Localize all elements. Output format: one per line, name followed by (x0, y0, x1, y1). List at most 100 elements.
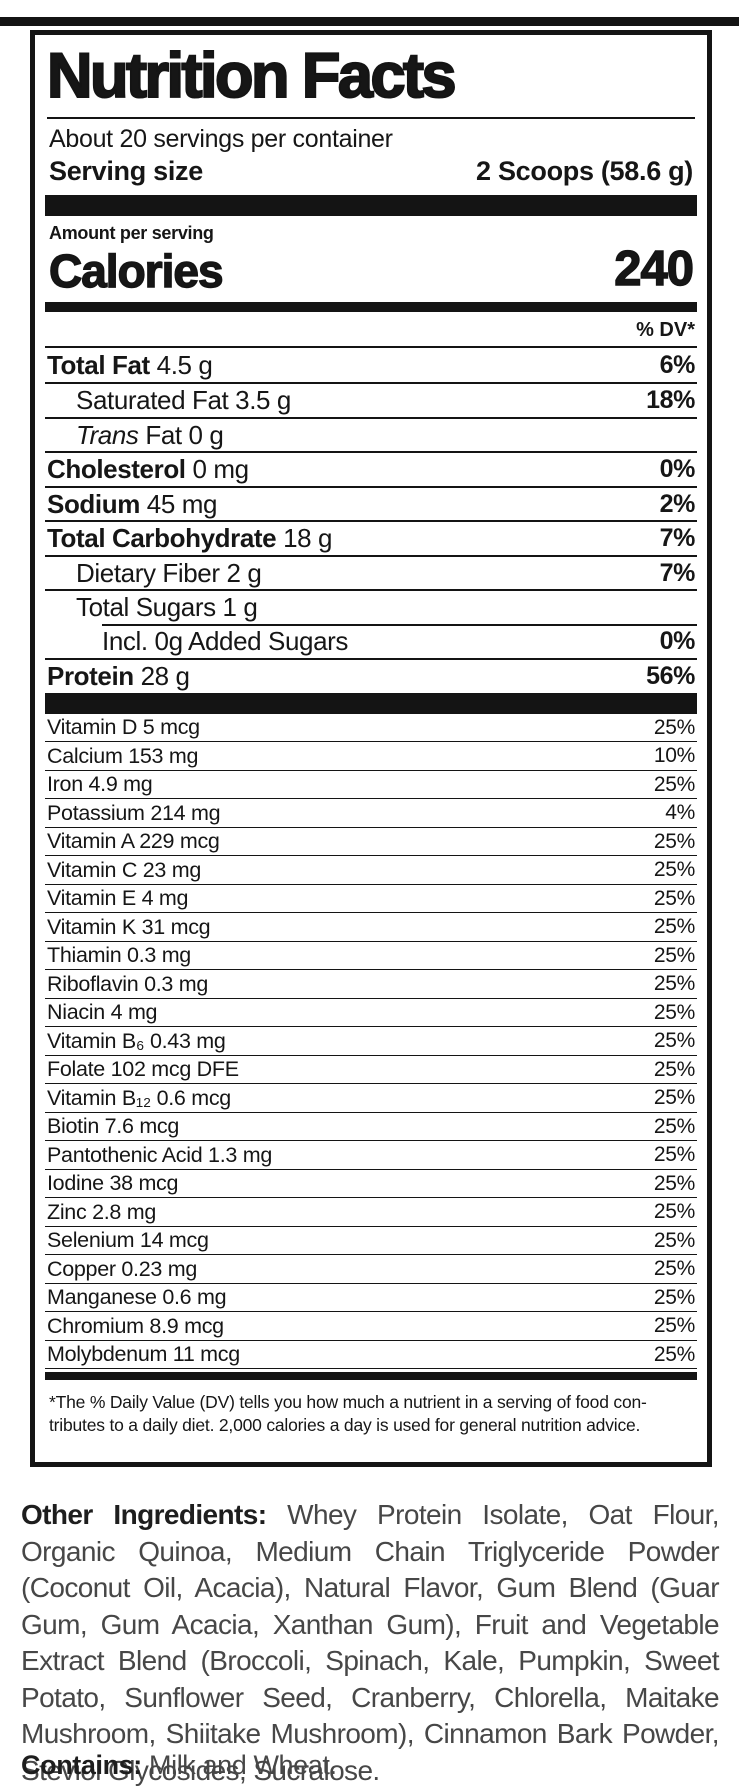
micronutrient-row: Vitamin E 4 mg 25% (45, 885, 697, 914)
micronutrient-daily-value: 25% (653, 972, 695, 996)
micronutrient-name: Copper 0.23 mg (47, 1256, 197, 1281)
nutrient-row: Saturated Fat 3.5 g 18% (45, 382, 697, 417)
nutrient-row: Dietary Fiber 2 g 7% (45, 554, 697, 590)
micronutrient-row: Vitamin K 31 mcg 25% (45, 913, 697, 942)
servings-per-container: About 20 servings per container (49, 124, 393, 153)
micronutrient-daily-value: 25% (653, 1114, 695, 1138)
micronutrient-row: Iron 4.9 mg 25% (45, 771, 697, 800)
serving-size-row: Serving size 2 Scoops (58.6 g) (45, 154, 697, 195)
title-divider (47, 116, 695, 119)
nutrient-daily-value: 0% (659, 455, 696, 484)
micronutrient-row: Niacin 4 mg 25% (45, 999, 697, 1028)
micronutrient-row: Biotin 7.6 mcg 25% (45, 1113, 697, 1142)
thick-divider (45, 1372, 697, 1381)
micronutrient-row: Molybdenum 11 mcg 25% (45, 1341, 697, 1370)
nutrient-row: Protein 28 g 56% (45, 658, 697, 693)
daily-value-header: % DV* (45, 312, 697, 348)
calories-label: Calories (48, 244, 224, 297)
micronutrient-name: Thiamin 0.3 mg (47, 943, 191, 968)
micronutrient-name: Vitamin K 31 mcg (47, 914, 211, 939)
micronutrient-daily-value: 25% (653, 1342, 695, 1366)
micronutrient-name: Iodine 38 mcg (47, 1171, 179, 1196)
micronutrient-row: Iodine 38 mcg 25% (45, 1170, 697, 1199)
calories-row: Calories 240 (45, 241, 697, 302)
micronutrient-row: Pantothenic Acid 1.3 mg 25% (45, 1141, 697, 1170)
nutrient-name: Dietary Fiber 2 g (76, 557, 262, 588)
nutrient-row: Sodium 45 mg 2% (45, 485, 697, 521)
thick-divider (45, 692, 697, 714)
nutrient-daily-value: 2% (659, 489, 696, 518)
micronutrient-row: Folate 102 mcg DFE 25% (45, 1056, 697, 1085)
serving-size-label: Serving size (49, 155, 203, 186)
other-ingredients-label: Other Ingredients: (21, 1499, 267, 1530)
nutrient-row: Trans Fat 0 g (45, 416, 697, 452)
micronutrient-name: Vitamin A 229 mcg (47, 829, 220, 854)
micronutrient-row: Vitamin B₁₂ 0.6 mcg 25% (45, 1084, 697, 1113)
nutrient-row: Total Sugars 1 g (45, 589, 697, 624)
nutrient-name: Protein 28 g (47, 661, 190, 692)
micronutrient-name: Manganese 0.6 mg (47, 1285, 227, 1310)
micronutrient-row: Manganese 0.6 mg 25% (45, 1284, 697, 1313)
micronutrient-name: Vitamin E 4 mg (47, 886, 189, 911)
micronutrient-daily-value: 25% (653, 1257, 695, 1281)
footnote-line-2: tributes to a daily diet. 2,000 calories… (49, 1414, 641, 1435)
nutrient-name: Saturated Fat 3.5 g (76, 385, 291, 416)
micronutrient-daily-value: 25% (653, 1200, 695, 1224)
micronutrient-daily-value: 25% (653, 829, 695, 853)
nutrient-name: Total Carbohydrate 18 g (47, 523, 333, 554)
nutrient-rows: Total Fat 4.5 g 6% Saturated Fat 3.5 g 18% T… (45, 348, 697, 693)
panel-title: Nutrition Facts (46, 40, 458, 112)
micronutrient-rows: Vitamin D 5 mcg 25% Calcium 153 mg 10% Iron … (45, 714, 697, 1370)
nutrition-facts-panel: Nutrition Facts About 20 servings per co… (30, 30, 712, 1467)
nutrient-name: Total Fat 4.5 g (47, 349, 213, 380)
micronutrient-name: Riboflavin 0.3 mg (47, 971, 209, 996)
micronutrient-row: Vitamin C 23 mg 25% (45, 856, 697, 885)
amount-per-serving-label: Amount per serving (49, 222, 214, 243)
micronutrient-daily-value: 25% (653, 915, 695, 939)
nutrient-name: Cholesterol 0 mg (47, 454, 249, 485)
micronutrient-name: Zinc 2.8 mg (47, 1199, 157, 1224)
micronutrient-name: Selenium 14 mcg (47, 1228, 209, 1253)
micronutrient-daily-value: 25% (653, 943, 695, 967)
micronutrient-daily-value: 25% (653, 1314, 695, 1338)
nutrient-name: Sodium 45 mg (47, 488, 218, 519)
contains-label: Contains: (21, 1750, 142, 1780)
micronutrient-row: Vitamin B₆ 0.43 mg 25% (45, 1027, 697, 1056)
micronutrient-daily-value: 25% (653, 1086, 695, 1110)
contains-statement: Contains: Milk and Wheat. (21, 1750, 719, 1781)
micronutrient-name: Biotin 7.6 mcg (47, 1114, 180, 1139)
nutrient-daily-value: 7% (659, 558, 696, 587)
medium-divider (45, 301, 697, 312)
nutrient-daily-value: 6% (659, 350, 696, 379)
micronutrient-daily-value: 25% (653, 1029, 695, 1053)
micronutrient-daily-value: 25% (653, 886, 695, 910)
micronutrient-row: Calcium 153 mg 10% (45, 742, 697, 771)
micronutrient-daily-value: 4% (665, 801, 695, 825)
micronutrient-daily-value: 25% (653, 772, 695, 796)
nutrient-daily-value: 0% (659, 626, 696, 655)
micronutrient-daily-value: 25% (653, 1057, 695, 1081)
micronutrient-row: Selenium 14 mcg 25% (45, 1227, 697, 1256)
micronutrient-daily-value: 25% (653, 1143, 695, 1167)
other-ingredients-paragraph: Other Ingredients: Whey Protein Isolate,… (21, 1497, 720, 1789)
footnote-line-1: *The % Daily Value (DV) tells you how mu… (49, 1392, 647, 1413)
daily-value-footnote: *The % Daily Value (DV) tells you how mu… (45, 1380, 697, 1435)
serving-size-value: 2 Scoops (58.6 g) (476, 155, 693, 186)
micronutrient-name: Calcium 153 mg (47, 743, 199, 768)
micronutrient-row: Copper 0.23 mg 25% (45, 1255, 697, 1284)
micronutrient-daily-value: 25% (653, 1171, 695, 1195)
micronutrient-name: Chromium 8.9 mcg (47, 1313, 224, 1338)
nutrient-name: Total Sugars 1 g (76, 592, 258, 623)
micronutrient-name: Vitamin B₆ 0.43 mg (47, 1028, 226, 1053)
nutrient-name: Trans Fat 0 g (76, 419, 224, 450)
micronutrient-name: Potassium 214 mg (47, 800, 221, 825)
micronutrient-row: Vitamin A 229 mcg 25% (45, 828, 697, 857)
nutrient-daily-value: 56% (646, 662, 695, 691)
nutrient-name: Incl. 0g Added Sugars (102, 625, 349, 656)
micronutrient-name: Vitamin C 23 mg (47, 857, 202, 882)
micronutrient-row: Riboflavin 0.3 mg 25% (45, 970, 697, 999)
nutrient-row: Total Fat 4.5 g 6% (45, 348, 697, 383)
calories-value: 240 (614, 241, 695, 296)
micronutrient-daily-value: 25% (653, 1285, 695, 1309)
micronutrient-name: Iron 4.9 mg (47, 772, 153, 797)
